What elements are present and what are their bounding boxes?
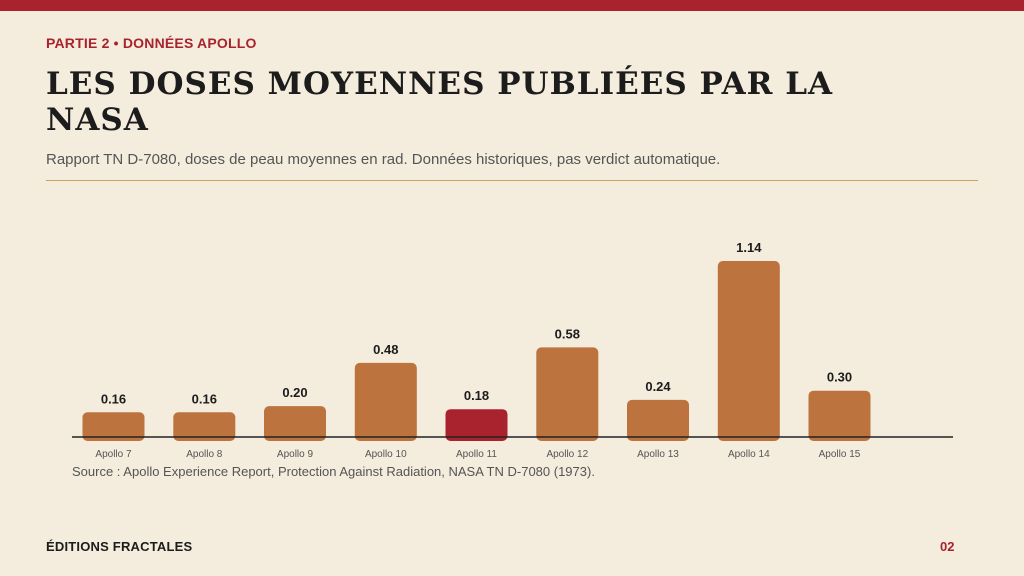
bar-apollo-7 [82, 412, 145, 441]
chart-source: Source : Apollo Experience Report, Prote… [72, 464, 595, 479]
x-tick-label: Apollo 13 [637, 449, 679, 460]
x-tick-label: Apollo 15 [819, 449, 861, 460]
data-label: 0.30 [827, 370, 852, 385]
bar-apollo-10 [354, 362, 417, 441]
bar-apollo-14 [717, 261, 780, 441]
footer-brand: ÉDITIONS FRACTALES [46, 539, 193, 554]
data-label: 0.24 [645, 379, 671, 394]
bar-apollo-8 [173, 412, 236, 441]
data-label: 0.16 [192, 391, 217, 406]
x-tick-label: Apollo 14 [728, 449, 770, 460]
page-title: LES DOSES MOYENNES PUBLIÉES PAR LA NASA [46, 66, 834, 138]
data-label: 0.20 [282, 385, 307, 400]
page-subtitle: Rapport TN D-7080, doses de peau moyenne… [46, 151, 721, 168]
x-tick-label: Apollo 12 [546, 449, 588, 460]
data-label: 0.16 [101, 391, 126, 406]
x-tick-label: Apollo 8 [186, 449, 223, 460]
section-kicker: PARTIE 2 • DONNÉES APOLLO [46, 35, 257, 51]
page-number: 02 [940, 539, 955, 554]
x-tick-label: Apollo 9 [277, 449, 314, 460]
top-accent-bar [0, 0, 1024, 11]
bar-apollo-13 [627, 399, 689, 441]
bar-apollo-9 [264, 406, 326, 441]
bar-apollo-15 [808, 390, 871, 441]
x-tick-label: Apollo 10 [365, 449, 407, 460]
bar-apollo-12 [536, 347, 599, 441]
bar-apollo-11 [445, 409, 508, 441]
data-label: 1.14 [736, 240, 762, 255]
x-tick-label: Apollo 7 [95, 449, 132, 460]
title-divider [46, 180, 978, 181]
data-label: 0.48 [373, 342, 398, 357]
data-label: 0.18 [464, 388, 489, 403]
data-label: 0.58 [555, 326, 580, 341]
x-tick-label: Apollo 11 [456, 449, 497, 460]
